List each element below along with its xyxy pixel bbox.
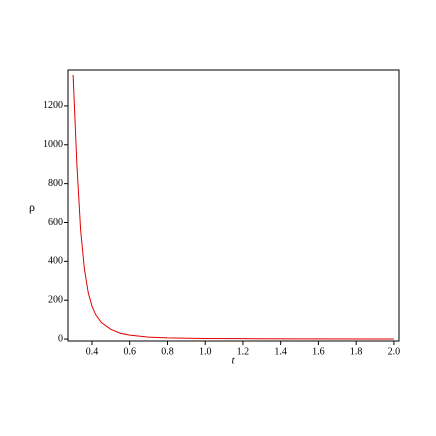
x-axis-label: t (231, 355, 235, 367)
x-tick-label: 2.0 (388, 346, 401, 357)
y-tick-label: 800 (48, 178, 63, 189)
x-tick-label: 0.8 (161, 346, 174, 357)
y-tick-label: 0 (58, 333, 63, 344)
x-tick-label: 1.6 (312, 346, 325, 357)
y-tick-label: 200 (48, 295, 63, 306)
x-tick-label: 0.6 (123, 346, 136, 357)
x-tick-label: 1.4 (274, 346, 287, 357)
x-tick-label: 1.8 (350, 346, 363, 357)
y-tick-label: 1200 (43, 100, 63, 111)
y-tick-label: 600 (48, 217, 63, 228)
data-line (72, 74, 394, 340)
y-axis-label: ρ (29, 200, 35, 214)
x-tick-label: 1.0 (199, 346, 212, 357)
x-tick-label: 1.2 (237, 346, 250, 357)
plot-frame (67, 69, 400, 342)
y-tick-label: 1000 (43, 139, 63, 150)
x-tick-label: 0.4 (86, 346, 99, 357)
y-tick-label: 400 (48, 256, 63, 267)
